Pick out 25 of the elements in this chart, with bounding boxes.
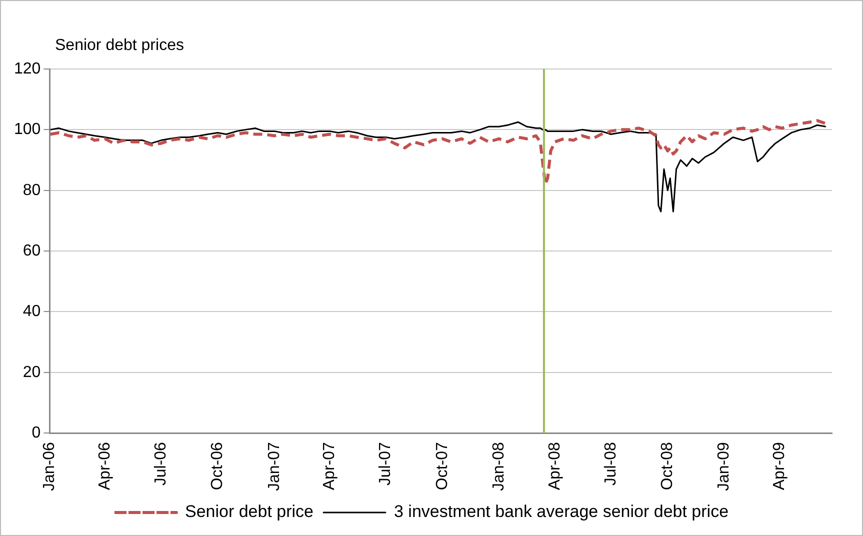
x-tick-label: Oct-07 [434, 442, 451, 490]
y-axis-title: Senior debt prices [55, 37, 184, 55]
legend-label: Senior debt price [184, 502, 314, 522]
y-tick-label: 80 [22, 182, 41, 199]
y-tick-label: 20 [22, 364, 41, 381]
y-tick-label: 60 [22, 242, 41, 260]
legend-label: 3 investment bank average senior debt price [394, 502, 729, 522]
x-tick-label: Oct-06 [209, 442, 226, 490]
x-tick-label: Apr-07 [321, 442, 338, 490]
line-series [50, 119, 828, 186]
x-tick-label: Jan-06 [41, 442, 58, 491]
y-tick-label: 120 [14, 60, 41, 78]
y-tick-label: 40 [22, 303, 41, 320]
x-tick-label: Jul-06 [152, 442, 170, 486]
x-tick-label: Jul-08 [602, 442, 620, 486]
x-tick-label: Apr-08 [546, 442, 564, 490]
x-tick-label: Jan-07 [266, 442, 283, 491]
x-tick-label: Oct-08 [659, 442, 676, 490]
x-tick-label: Apr-06 [96, 442, 114, 490]
x-tick-label: Jul-07 [377, 442, 394, 486]
x-tick-label: Jan-09 [716, 442, 733, 491]
y-tick-label: 0 [32, 424, 41, 442]
y-tick-label: 100 [14, 121, 41, 138]
x-tick-label: Apr-09 [771, 442, 788, 490]
x-tick-label: Jan-08 [490, 442, 508, 491]
